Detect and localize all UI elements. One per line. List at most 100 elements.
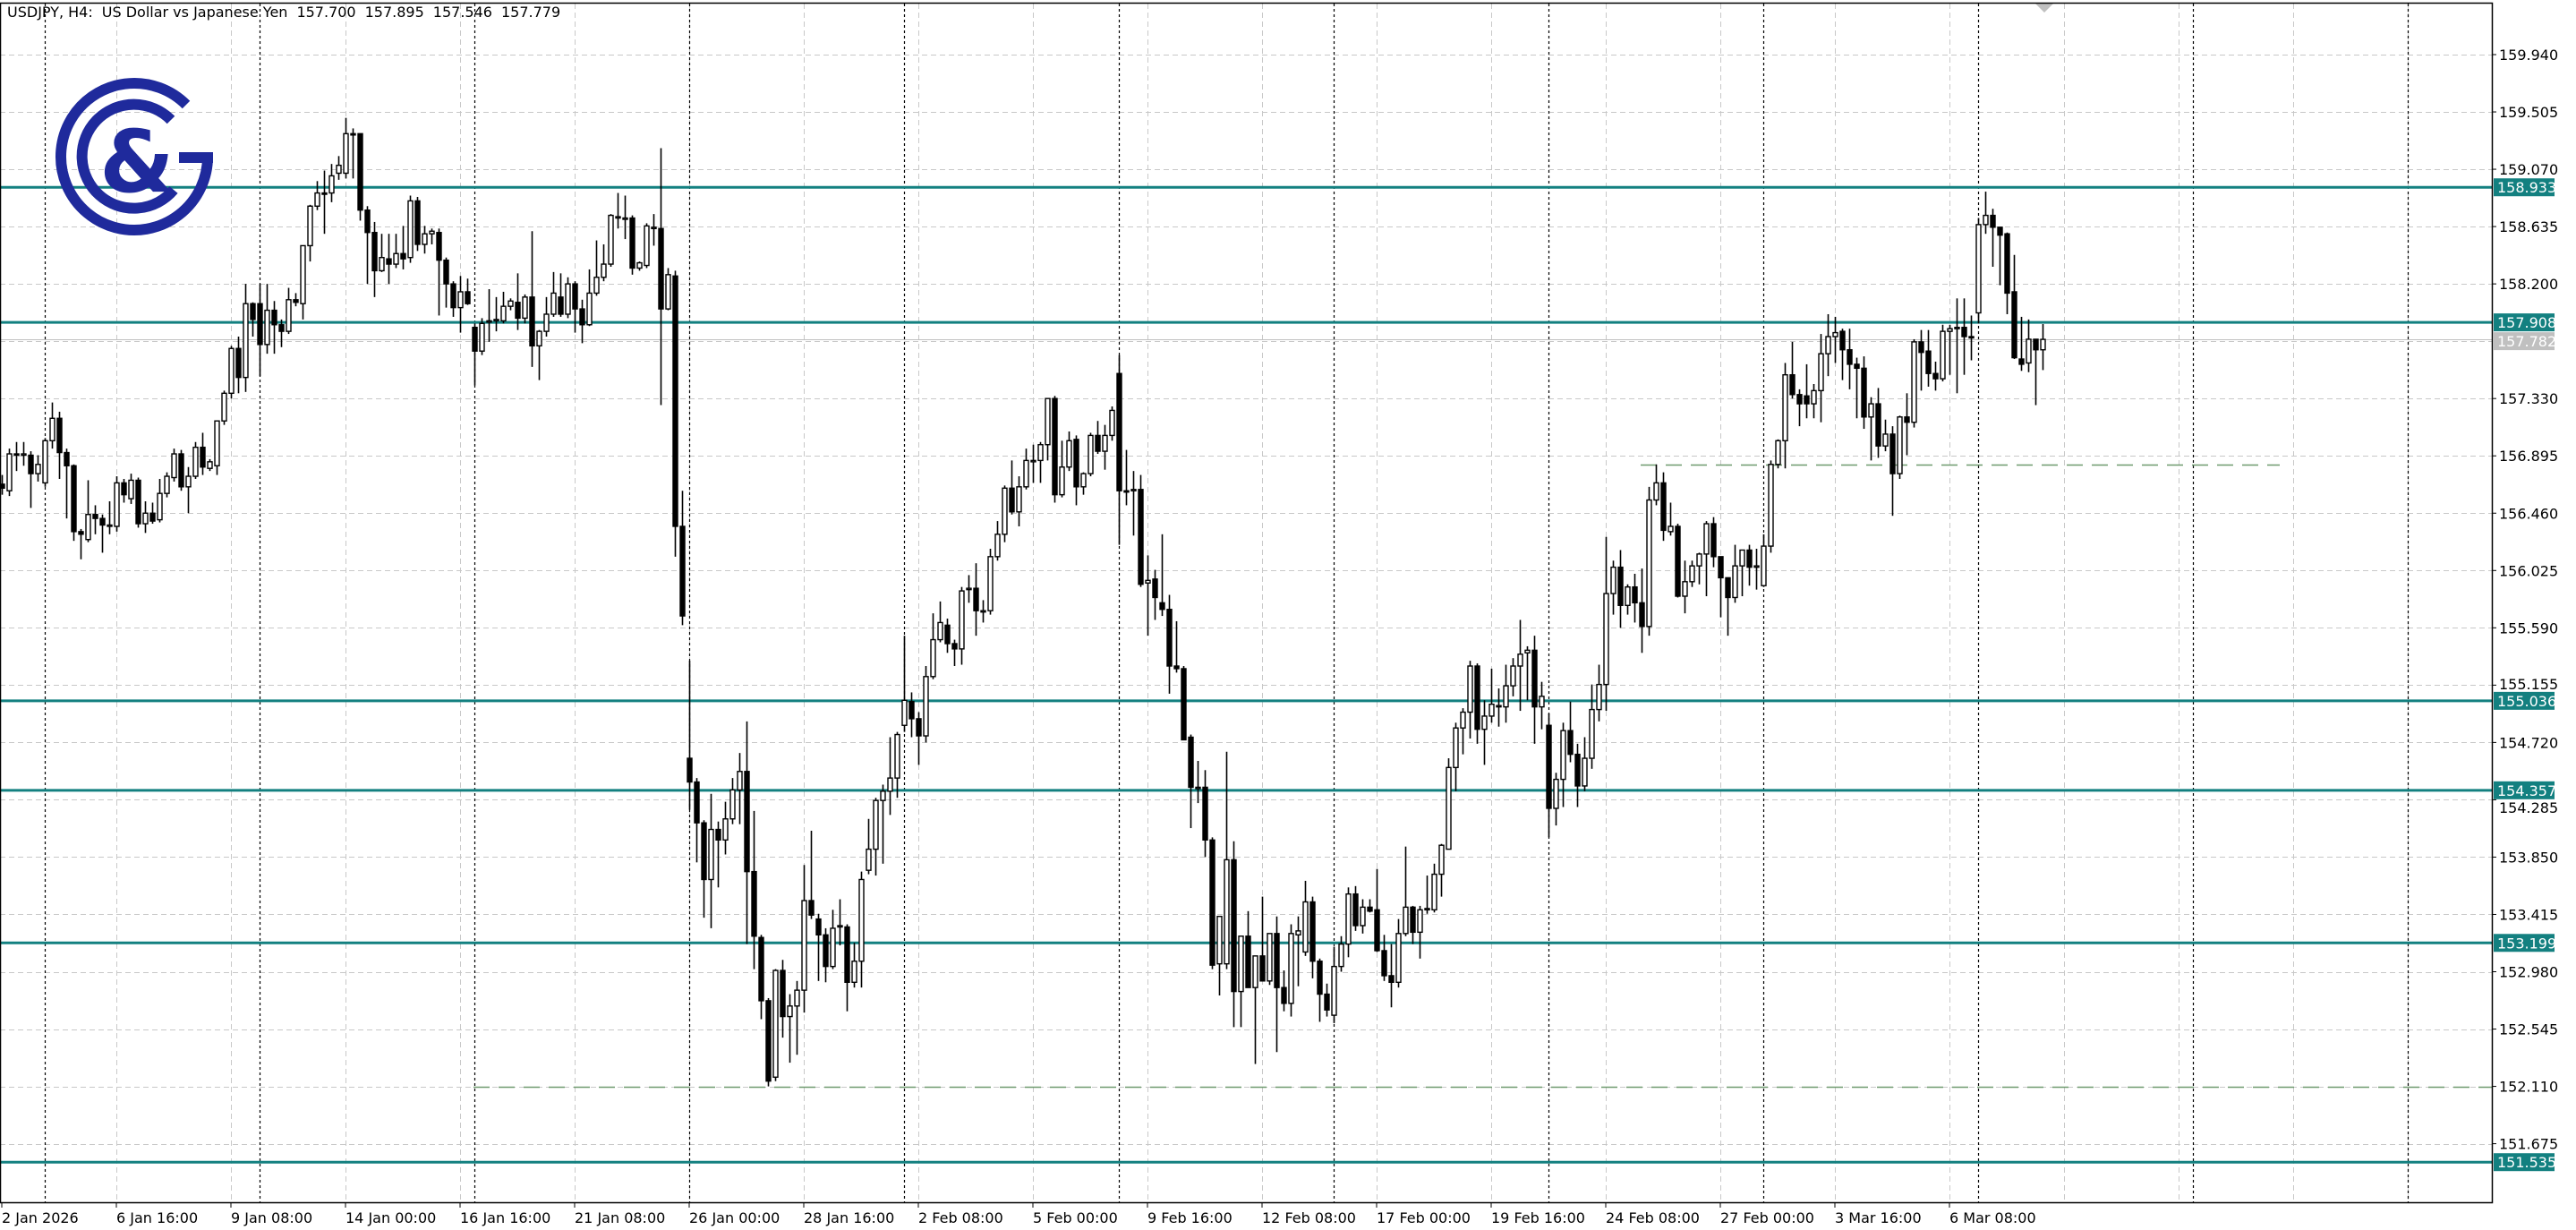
candle-body-bull <box>207 461 213 469</box>
candle <box>479 318 485 355</box>
candle <box>85 480 91 542</box>
candle <box>1224 751 1230 969</box>
candle <box>1983 192 1989 235</box>
candle <box>2033 338 2039 406</box>
candle <box>1317 958 1323 1022</box>
time-axis[interactable]: 2 Jan 2026 6 Jan 16:00 9 Jan 08:00 14 Jan 0… <box>1 1203 2036 1226</box>
candle <box>1202 770 1208 858</box>
candle <box>1804 363 1810 419</box>
price-tick-label: 152.980 <box>2499 964 2558 981</box>
candle-body-bull <box>622 217 628 220</box>
candle-body-bull <box>1002 487 1008 535</box>
candle <box>1782 363 1788 469</box>
candle <box>1868 397 1874 461</box>
candle <box>737 753 743 824</box>
candle-body-bull <box>228 347 235 395</box>
candle <box>1152 569 1158 620</box>
candle-body-bull <box>1811 389 1817 405</box>
candle <box>1102 424 1108 470</box>
candle-body-bull <box>1080 473 1087 488</box>
time-tick-label: 21 Jan 08:00 <box>575 1209 665 1226</box>
candle <box>336 156 342 180</box>
candle <box>823 927 829 983</box>
price-axis[interactable]: 159.940 159.505 159.070 158.635 158.200 157.3… <box>2492 47 2558 1153</box>
candle <box>1904 393 1910 456</box>
candle-body-bear <box>1632 585 1638 604</box>
candle <box>1531 636 1538 744</box>
candle <box>78 528 84 559</box>
candle-body-bull <box>601 263 607 278</box>
candle-body-bull <box>1267 933 1273 982</box>
candle-body-bull <box>1911 341 1917 423</box>
candle <box>1367 899 1373 913</box>
candle-body-bull <box>550 292 557 315</box>
candle <box>286 287 292 335</box>
candle-body-bear <box>751 870 757 937</box>
candle-body-bull <box>164 475 170 494</box>
candle-body-bear <box>844 926 850 983</box>
candle <box>916 712 922 765</box>
candle <box>887 737 893 816</box>
candle-body-bear <box>815 918 822 935</box>
candle-body-bull <box>1882 433 1889 447</box>
candle-body-bull <box>980 610 986 613</box>
candle-body-bull <box>185 475 192 488</box>
candle-body-bull <box>937 621 943 641</box>
candle <box>973 563 979 636</box>
candle <box>400 226 406 269</box>
candle <box>1281 970 1287 1012</box>
candle-body-bull <box>1195 786 1201 790</box>
period-separators <box>44 4 2410 1203</box>
candle-body-bull <box>1216 915 1223 965</box>
candle <box>1897 415 1903 479</box>
candle <box>300 244 306 320</box>
candle <box>214 420 220 475</box>
candle-body-bull <box>737 771 743 791</box>
candles <box>0 117 2046 1087</box>
candle-body-bull <box>508 300 514 307</box>
candle <box>500 291 507 324</box>
candle <box>858 871 865 988</box>
grid <box>0 4 2492 1203</box>
candle-body-bear <box>744 771 750 873</box>
candle-body-bear <box>1961 327 1967 337</box>
candle <box>1675 524 1681 598</box>
candle <box>493 296 499 332</box>
candle-body-bull <box>1403 906 1409 935</box>
candle <box>1682 560 1688 614</box>
candle <box>694 778 700 863</box>
candle <box>1510 658 1516 696</box>
time-tick-label: 14 Jan 00:00 <box>345 1209 436 1226</box>
candle-body-bear <box>1166 609 1173 667</box>
candle <box>107 501 113 534</box>
candle <box>1882 419 1889 452</box>
time-tick-label: 6 Jan 16:00 <box>116 1209 198 1226</box>
candle <box>1660 472 1667 542</box>
candle <box>565 277 571 319</box>
price-tick-label: 152.110 <box>2499 1079 2558 1096</box>
candle-body-bear <box>1675 525 1681 597</box>
candle-body-bull <box>1045 397 1051 446</box>
horizontal-levels[interactable] <box>0 185 2492 1164</box>
candle-body-bull <box>336 164 342 175</box>
candle <box>443 257 449 308</box>
candle-body-bear <box>1381 950 1387 977</box>
candle-body-bull <box>1252 955 1258 988</box>
candle-body-bull <box>286 299 292 332</box>
candle-body-bear <box>1474 665 1480 730</box>
candle-body-bear <box>1567 730 1574 756</box>
candle-body-bear <box>235 347 242 379</box>
candle-body-bull <box>880 790 886 801</box>
candle-body-bear <box>92 514 98 519</box>
candle-body-bear <box>765 1000 772 1082</box>
candle <box>944 619 951 653</box>
candle-body-bear <box>1904 416 1910 423</box>
candle <box>328 164 335 202</box>
candle <box>1123 449 1130 506</box>
candle <box>207 458 213 472</box>
chart-shift-marker[interactable] <box>2035 4 2053 13</box>
candle-body-bear <box>1188 736 1194 789</box>
candle <box>744 721 750 944</box>
candle-body-bull <box>536 330 542 347</box>
